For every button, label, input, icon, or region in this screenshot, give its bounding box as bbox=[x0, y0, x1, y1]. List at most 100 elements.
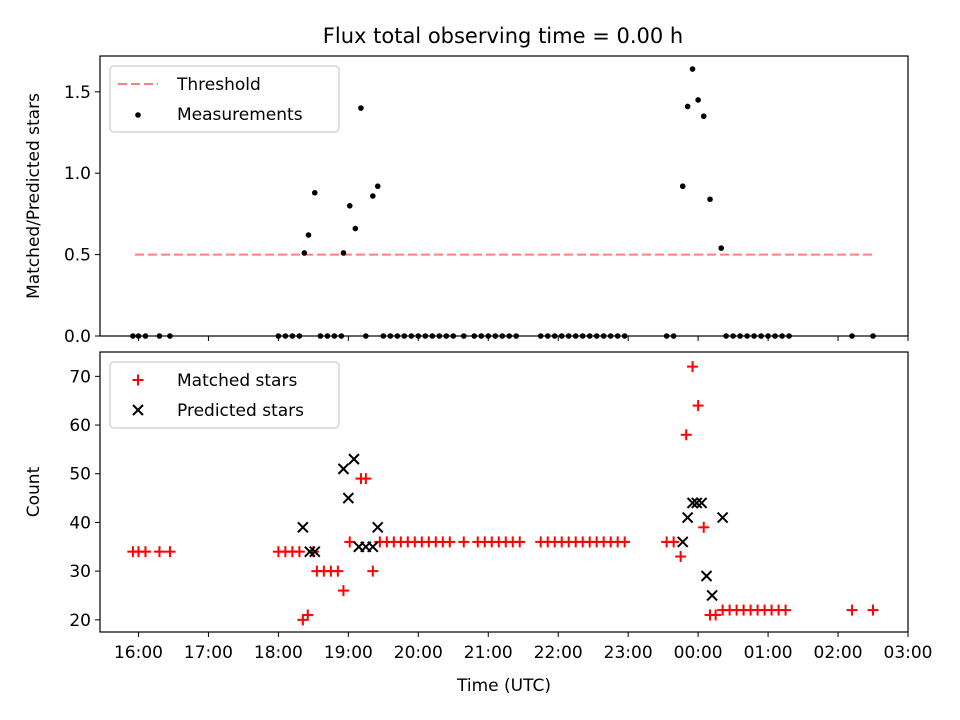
y-tick-label: 70 bbox=[69, 367, 91, 387]
y-axis-label: Count bbox=[24, 466, 44, 517]
marker-stroke bbox=[716, 511, 729, 524]
matched-star-marker bbox=[367, 565, 379, 577]
legend-predicted-swatch bbox=[132, 404, 144, 416]
marker-stroke bbox=[367, 541, 379, 553]
predicted-star-marker bbox=[309, 545, 321, 558]
bottom-plot: 20 30 40 50 60 70 16:00 17:00 18:00 19:00 20:00 21:… bbox=[24, 351, 933, 696]
x-tick-label: 20:00 bbox=[394, 643, 443, 663]
y-axis-label: Matched/Predicted stars bbox=[24, 93, 44, 299]
matched-star-marker bbox=[332, 565, 344, 577]
legend-label: Measurements bbox=[177, 105, 303, 125]
matched-star-marker bbox=[344, 536, 356, 548]
legend-box bbox=[109, 361, 340, 429]
measurement-point bbox=[700, 113, 707, 120]
measurement-point bbox=[311, 189, 318, 196]
marker-stroke bbox=[695, 497, 708, 509]
axes-frame bbox=[99, 55, 909, 337]
y-tick-label: 1.5 bbox=[64, 83, 91, 103]
measurement-point bbox=[689, 66, 696, 72]
legend-label: Predicted stars bbox=[177, 401, 304, 421]
predicted-star-marker bbox=[706, 589, 718, 602]
matched-star-marker bbox=[619, 536, 631, 548]
x-tick-label: 17:00 bbox=[184, 643, 233, 663]
predicted-star-marker bbox=[691, 497, 703, 509]
predicted-star-marker bbox=[304, 545, 316, 558]
predicted-star-marker bbox=[700, 570, 713, 582]
predicted-star-marker bbox=[372, 521, 384, 534]
predicted-star-marker bbox=[686, 497, 699, 509]
predicted-star-marker bbox=[337, 463, 350, 475]
matched-star-marker bbox=[514, 536, 526, 548]
top-plot: 0.0 0.5 1.0 1.5 Matched/Predicted stars Thres… bbox=[24, 55, 909, 347]
matched-star-marker bbox=[692, 400, 704, 412]
y-tick-label: 0.0 bbox=[64, 327, 91, 347]
matched-star-marker bbox=[458, 536, 470, 548]
marker-stroke bbox=[686, 497, 699, 509]
matched-star-marker bbox=[668, 536, 680, 548]
predicted-star-marker bbox=[677, 536, 689, 548]
x-tick-label: 18:00 bbox=[254, 643, 303, 663]
y-tick-label: 40 bbox=[69, 513, 91, 533]
measurement-point bbox=[718, 245, 725, 251]
measurement-point bbox=[684, 103, 691, 110]
x-tick-label: 00:00 bbox=[674, 643, 723, 663]
legend: Threshold Measurements bbox=[109, 65, 340, 133]
matched-star-marker bbox=[710, 609, 722, 621]
matched-star-marker bbox=[337, 585, 349, 597]
matched-star-marker bbox=[293, 546, 305, 558]
matched-star-marker bbox=[302, 609, 314, 621]
matched-star-marker bbox=[846, 604, 858, 616]
predicted-star-marker bbox=[695, 497, 708, 509]
x-tick-label: 22:00 bbox=[534, 643, 583, 663]
marker-stroke bbox=[132, 404, 144, 416]
marker-stroke bbox=[348, 453, 360, 465]
x-tick-label: 16:00 bbox=[114, 643, 163, 663]
x-tick-label: 21:00 bbox=[464, 643, 513, 663]
legend-label: Threshold bbox=[176, 75, 261, 95]
axes-frame bbox=[99, 351, 909, 633]
marker-stroke bbox=[706, 589, 718, 602]
predicted-star-marker bbox=[367, 541, 379, 553]
marker-stroke bbox=[309, 545, 321, 558]
measurement-point bbox=[301, 250, 308, 256]
chart-title: Flux total observing time = 0.00 h bbox=[323, 24, 683, 48]
marker-stroke bbox=[681, 511, 694, 524]
marker-stroke bbox=[342, 492, 355, 504]
measurement-point bbox=[305, 232, 312, 238]
legend-measurement-swatch bbox=[135, 112, 141, 118]
marker-stroke bbox=[677, 536, 689, 548]
y-tick-label: 50 bbox=[69, 465, 91, 485]
measurement-point bbox=[370, 193, 376, 199]
x-tick-label: 23:00 bbox=[604, 643, 653, 663]
legend-matched-swatch bbox=[132, 374, 144, 386]
matched-star-marker bbox=[687, 361, 699, 373]
matched-star-marker bbox=[680, 429, 692, 441]
legend: Matched stars Predicted stars bbox=[109, 361, 340, 429]
marker-stroke bbox=[337, 463, 350, 475]
measurement-point bbox=[352, 225, 359, 232]
measurement-point bbox=[695, 97, 701, 103]
matched-star-marker bbox=[780, 604, 792, 616]
measurement-point bbox=[374, 183, 381, 190]
matched-star-marker bbox=[153, 546, 165, 558]
matched-star-marker bbox=[297, 614, 309, 626]
matched-star-marker bbox=[444, 536, 456, 548]
marker-stroke bbox=[372, 521, 384, 534]
predicted-star-marker bbox=[348, 453, 360, 465]
y-tick-label: 20 bbox=[69, 611, 91, 631]
marker-stroke bbox=[304, 545, 316, 558]
matched-star-marker bbox=[675, 551, 687, 563]
marker-stroke bbox=[297, 521, 309, 534]
legend-label: Matched stars bbox=[177, 371, 297, 391]
predicted-star-marker bbox=[297, 521, 309, 534]
x-tick-label: 03:00 bbox=[884, 643, 933, 663]
measurement-point bbox=[707, 196, 713, 203]
marker-stroke bbox=[691, 497, 703, 509]
y-tick-label: 0.5 bbox=[64, 246, 91, 266]
y-tick-label: 60 bbox=[69, 416, 91, 436]
matched-star-marker bbox=[867, 604, 879, 616]
predicted-star-marker bbox=[681, 511, 694, 524]
x-tick-label: 19:00 bbox=[324, 643, 373, 663]
legend-box bbox=[109, 65, 340, 133]
